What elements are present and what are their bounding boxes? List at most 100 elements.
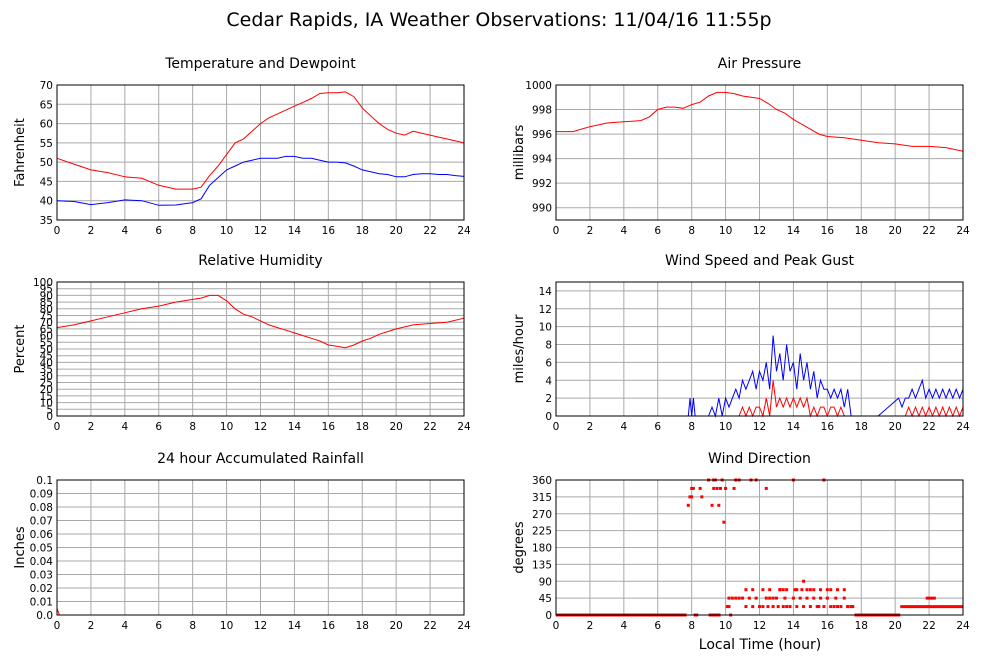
y-tick-label: 1000 bbox=[525, 80, 552, 92]
x-tick-label: 22 bbox=[423, 421, 436, 433]
wind-series-0-line bbox=[556, 335, 964, 418]
y-tick-label: 25 bbox=[40, 378, 53, 390]
direction-point bbox=[722, 520, 726, 524]
x-tick-label: 10 bbox=[220, 421, 233, 433]
direction-point bbox=[690, 486, 694, 490]
direction-point bbox=[764, 486, 768, 490]
y-tick-label: 998 bbox=[532, 105, 552, 117]
x-tick-label: 8 bbox=[189, 421, 196, 433]
x-tick-label: 22 bbox=[423, 620, 436, 632]
direction-point bbox=[698, 486, 702, 490]
x-tick-label: 0 bbox=[553, 225, 560, 237]
y-tick-label: 2 bbox=[545, 393, 552, 405]
y-axis-label: degrees bbox=[512, 521, 527, 574]
y-tick-label: 55 bbox=[40, 337, 53, 349]
x-tick-label: 20 bbox=[888, 225, 901, 237]
x-tick-label: 0 bbox=[553, 421, 560, 433]
direction-point bbox=[819, 596, 823, 600]
y-axis-label: Fahrenheit bbox=[13, 118, 28, 187]
y-tick-label: 360 bbox=[532, 475, 552, 487]
x-tick-label: 2 bbox=[88, 421, 95, 433]
direction-point bbox=[832, 605, 836, 609]
x-tick-label: 16 bbox=[322, 620, 336, 632]
y-tick-label: 60 bbox=[40, 331, 53, 343]
direction-point bbox=[741, 596, 745, 600]
y-tick-label: 45 bbox=[40, 176, 53, 188]
x-tick-label: 16 bbox=[322, 421, 336, 433]
x-tick-label: 14 bbox=[787, 225, 801, 237]
direction-point bbox=[730, 596, 734, 600]
direction-point bbox=[776, 605, 780, 609]
y-tick-label: 225 bbox=[532, 526, 552, 538]
x-tick-label: 16 bbox=[821, 421, 835, 433]
x-tick-label: 14 bbox=[288, 620, 302, 632]
x-tick-label: 24 bbox=[457, 620, 471, 632]
direction-point bbox=[846, 605, 850, 609]
x-tick-label: 4 bbox=[121, 620, 128, 632]
x-tick-label: 14 bbox=[288, 225, 302, 237]
y-tick-label: 0.08 bbox=[30, 502, 53, 514]
temp-series-0-line bbox=[56, 91, 465, 190]
x-tick-label: 12 bbox=[753, 225, 766, 237]
y-tick-label: 70 bbox=[40, 317, 53, 329]
direction-point bbox=[829, 588, 833, 592]
x-tick-label: 10 bbox=[719, 421, 732, 433]
direction-point bbox=[737, 596, 741, 600]
direction-point bbox=[744, 605, 748, 609]
x-tick-label: 20 bbox=[888, 620, 901, 632]
y-tick-label: 15 bbox=[40, 391, 53, 403]
y-tick-label: 30 bbox=[40, 371, 53, 383]
x-tick-label: 18 bbox=[356, 225, 369, 237]
direction-point bbox=[686, 503, 690, 507]
direction-point bbox=[785, 588, 789, 592]
x-tick-label: 0 bbox=[54, 225, 61, 237]
direction-point bbox=[842, 596, 846, 600]
y-tick-label: 65 bbox=[40, 324, 53, 336]
y-tick-label: 95 bbox=[40, 284, 53, 296]
direction-point bbox=[834, 596, 838, 600]
direction-point bbox=[751, 605, 755, 609]
direction-point bbox=[791, 596, 795, 600]
x-tick-label: 16 bbox=[322, 225, 336, 237]
x-tick-label: 10 bbox=[719, 620, 732, 632]
direction-point bbox=[712, 486, 716, 490]
x-tick-label: 20 bbox=[888, 421, 901, 433]
direction-point bbox=[718, 486, 722, 490]
x-tick-label: 12 bbox=[254, 421, 267, 433]
direction-point bbox=[754, 596, 758, 600]
x-tick-label: 24 bbox=[956, 421, 970, 433]
x-tick-label: 12 bbox=[254, 225, 267, 237]
x-tick-label: 0 bbox=[54, 421, 61, 433]
direction-point bbox=[724, 486, 728, 490]
y-tick-label: 0.05 bbox=[30, 543, 53, 555]
direction-point bbox=[788, 605, 792, 609]
y-tick-label: 0.06 bbox=[30, 529, 54, 541]
y-tick-label: 70 bbox=[40, 80, 53, 92]
direction-point bbox=[715, 486, 719, 490]
chart-title: Temperature and Dewpoint bbox=[164, 56, 356, 72]
x-tick-label: 18 bbox=[356, 620, 369, 632]
direction-point bbox=[781, 605, 785, 609]
x-tick-label: 20 bbox=[389, 620, 402, 632]
x-tick-label: 14 bbox=[787, 620, 801, 632]
x-tick-label: 20 bbox=[389, 225, 402, 237]
x-tick-label: 6 bbox=[155, 620, 162, 632]
y-tick-label: 50 bbox=[40, 344, 53, 356]
y-tick-label: 75 bbox=[40, 311, 53, 323]
direction-point bbox=[836, 588, 840, 592]
x-tick-label: 4 bbox=[121, 421, 128, 433]
x-tick-label: 6 bbox=[654, 620, 661, 632]
x-tick-label: 2 bbox=[88, 620, 95, 632]
x-tick-label: 14 bbox=[288, 421, 302, 433]
x-tick-label: 18 bbox=[356, 421, 369, 433]
y-tick-label: 35 bbox=[40, 215, 53, 227]
x-tick-label: 22 bbox=[922, 421, 935, 433]
x-tick-label: 18 bbox=[855, 620, 868, 632]
x-tick-label: 16 bbox=[821, 620, 835, 632]
x-tick-label: 24 bbox=[956, 620, 970, 632]
x-tick-label: 22 bbox=[922, 620, 935, 632]
direction-point bbox=[851, 605, 855, 609]
